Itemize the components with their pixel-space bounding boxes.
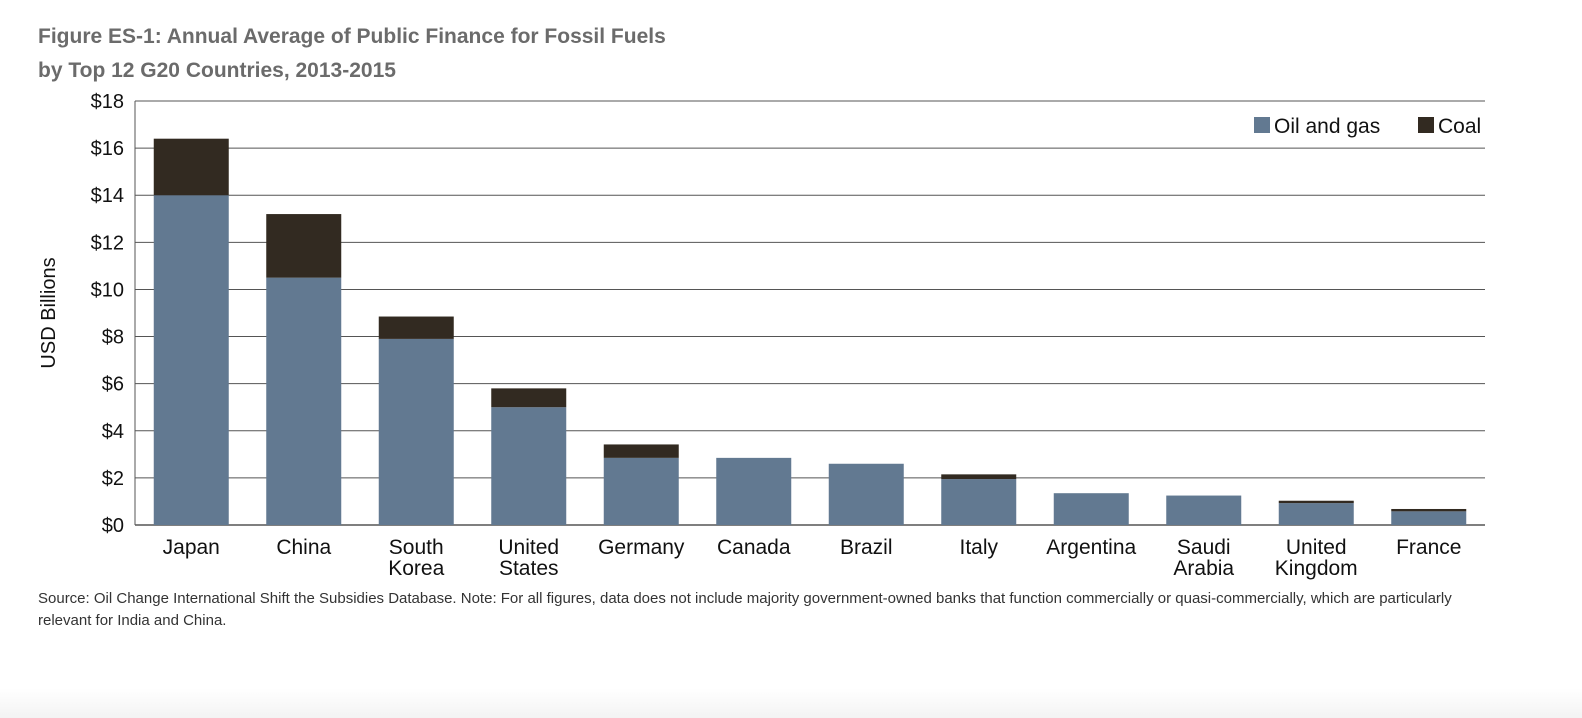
- x-tick-label-line: Japan: [163, 536, 220, 559]
- bar-coal: [153, 138, 229, 196]
- x-tick-label-line: States: [499, 557, 559, 580]
- bar-oil-and-gas: [1053, 493, 1129, 525]
- stacked-bar-chart: $0 $2 $4 $6 $8 $10 $12 $14 $16 $18 USD Billions Jap…: [38, 91, 1485, 580]
- legend-label-coal: Coal: [1438, 115, 1481, 138]
- bar-oil-and-gas: [1166, 495, 1242, 525]
- y-tick-label: $2: [102, 468, 124, 490]
- y-tick-label: $6: [102, 374, 124, 396]
- x-tick-label-line: Korea: [388, 557, 444, 580]
- bar-oil-and-gas: [828, 463, 904, 525]
- source-note: Source: Oil Change International Shift t…: [38, 590, 1452, 629]
- x-tick-label-line: Arabia: [1173, 557, 1234, 580]
- x-tick-label-line: Canada: [717, 536, 791, 559]
- x-tick-label-line: France: [1396, 536, 1461, 559]
- bar-oil-and-gas: [1391, 511, 1467, 525]
- y-tick-label: $8: [102, 327, 124, 349]
- bar-oil-and-gas: [378, 338, 454, 525]
- bar-oil-and-gas: [941, 479, 1017, 525]
- x-tick-label: South Korea: [388, 536, 444, 580]
- bar-oil-and-gas: [1278, 503, 1354, 525]
- x-tick-label-line: Brazil: [840, 536, 893, 559]
- x-tick-label: Saudi Arabia: [1173, 536, 1234, 580]
- x-tick-label-line: United: [498, 536, 559, 559]
- y-tick-label: $10: [91, 279, 124, 301]
- chart-title-line-2: by Top 12 G20 Countries, 2013-2015: [38, 59, 396, 82]
- x-tick-label-line: South: [389, 536, 444, 559]
- x-tick-label: Argentina: [1046, 536, 1136, 559]
- legend-label-oil-and-gas: Oil and gas: [1274, 115, 1380, 138]
- y-tick-label: $0: [102, 515, 124, 537]
- y-tick-label: $14: [91, 185, 124, 207]
- legend-swatch-coal: [1418, 117, 1434, 133]
- x-tick-label-line: Argentina: [1046, 536, 1136, 559]
- x-tick-label: Brazil: [840, 536, 893, 559]
- bar-oil-and-gas: [491, 407, 567, 525]
- x-tick-label: Canada: [717, 536, 791, 559]
- y-tick-label: $4: [102, 421, 124, 443]
- y-axis-label: USD Billions: [38, 257, 60, 368]
- bar-coal: [941, 474, 1017, 480]
- y-tick-label: $18: [91, 91, 124, 113]
- x-tick-label: France: [1396, 536, 1461, 559]
- x-tick-label-line: Italy: [959, 536, 998, 559]
- bar-coal: [491, 388, 567, 408]
- bar-oil-and-gas: [716, 457, 792, 525]
- x-tick-label: United Kingdom: [1275, 536, 1358, 580]
- legend-swatch-oil-and-gas: [1254, 117, 1270, 133]
- chart-title: Figure ES-1: Annual Average of Public Fi…: [38, 20, 666, 88]
- x-tick-label-line: Germany: [598, 536, 685, 559]
- x-tick-label: Italy: [959, 536, 998, 559]
- x-tick-label-line: United: [1286, 536, 1347, 559]
- bar-coal: [1391, 508, 1467, 512]
- bar-coal: [266, 214, 342, 278]
- bar-oil-and-gas: [603, 457, 679, 525]
- y-tick-label: $12: [91, 232, 124, 254]
- x-tick-label: Germany: [598, 536, 685, 559]
- bar-oil-and-gas: [266, 277, 342, 525]
- x-tick-label-line: China: [276, 536, 331, 559]
- x-tick-label-line: Kingdom: [1275, 557, 1358, 580]
- bar-oil-and-gas: [153, 195, 229, 525]
- x-tick-label-line: Saudi: [1177, 536, 1231, 559]
- page-bottom-edge: [0, 688, 1582, 718]
- chart-title-line-1: Figure ES-1: Annual Average of Public Fi…: [38, 25, 666, 48]
- bar-coal: [378, 316, 454, 339]
- bar-coal: [603, 444, 679, 458]
- bar-coal: [1278, 500, 1354, 504]
- y-tick-label: $16: [91, 138, 124, 160]
- x-tick-label: China: [276, 536, 331, 559]
- x-tick-label: United States: [498, 536, 559, 580]
- x-tick-label: Japan: [163, 536, 220, 559]
